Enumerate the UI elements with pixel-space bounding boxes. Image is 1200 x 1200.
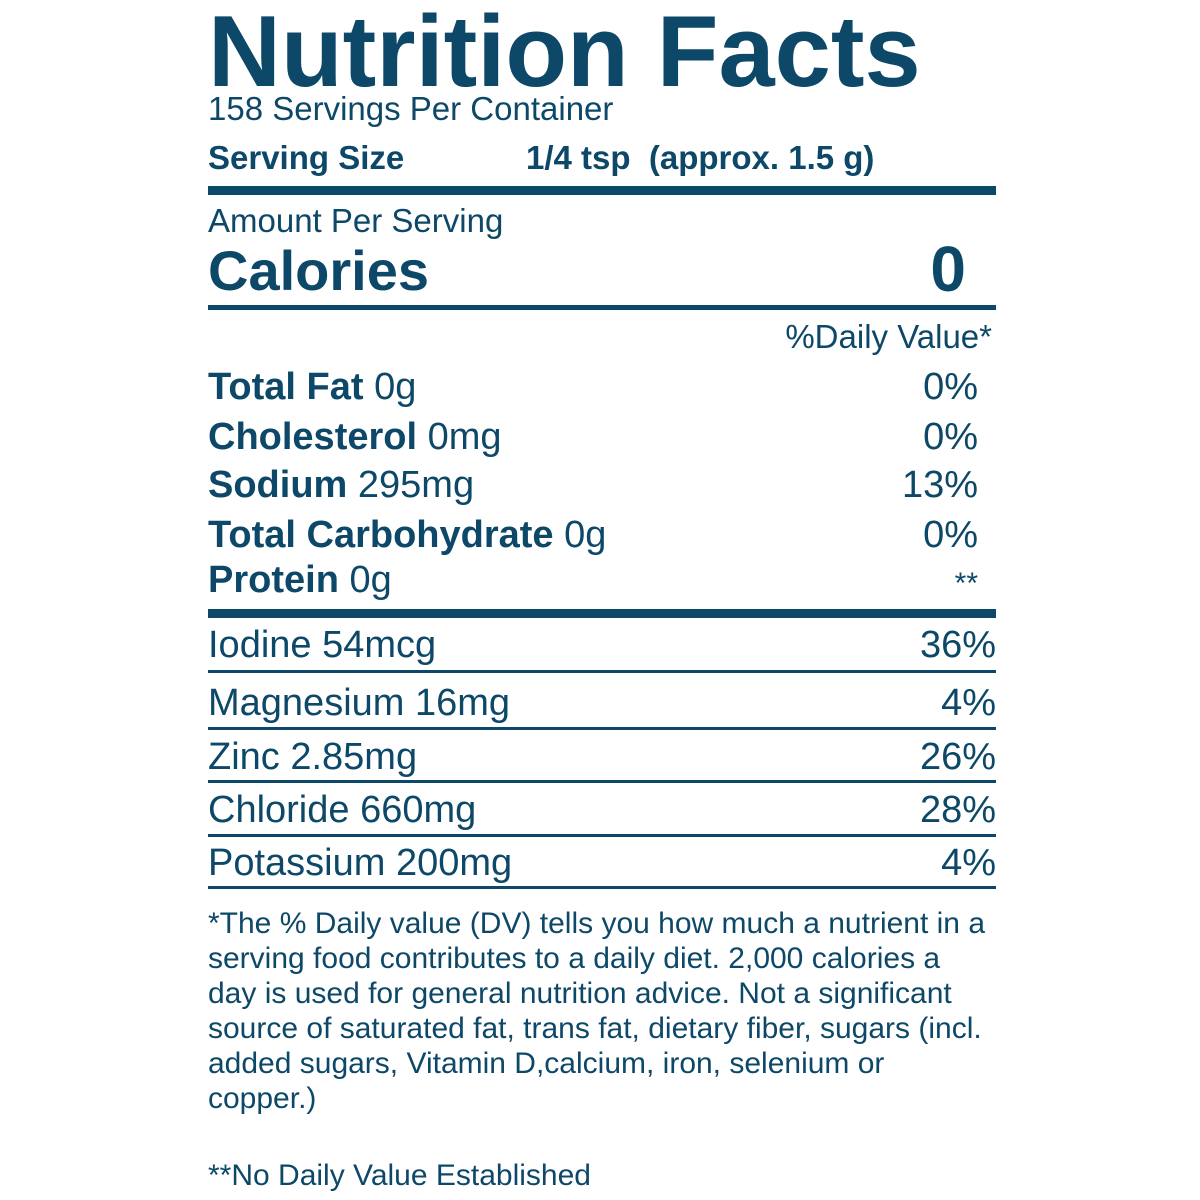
nutrient-name: Cholesterol [208,416,418,458]
mineral-row: Zinc 2.85mg 26% [208,738,996,788]
thin-divider [208,670,996,673]
mineral-row: Potassium 200mg 4% [208,844,996,894]
mineral-daily-value: 36% [919,624,996,666]
calories-label: Calories [208,239,429,302]
medium-divider [208,305,996,310]
nutrient-row: Total Carbohydrate 0g 0% [208,516,996,560]
serving-size-label: Serving Size [208,139,405,176]
nutrient-daily-value: 13% [901,464,978,506]
nutrient-name: Total Fat [208,366,364,408]
nutrient-daily-value: 0% [923,514,978,556]
mineral-label: Magnesium 16mg [208,682,511,724]
nutrient-name: Protein [208,559,339,601]
mineral-row: Iodine 54mcg 36% [208,626,996,676]
nutrient-amount: 0g [349,559,392,601]
nutrient-daily-value: 0% [923,416,978,458]
mineral-daily-value: 26% [919,736,996,778]
serving-size: Serving Size 1/4 tsp (approx. 1.5 g) [208,139,874,176]
label-title: Nutrition Facts [208,0,921,108]
nutrient-row: Sodium 295mg 13% [208,466,996,510]
thin-divider [208,834,996,837]
mineral-daily-value: 28% [919,789,996,831]
nutrition-facts-panel: Nutrition Facts 158 Servings Per Contain… [208,0,996,1200]
thin-divider [208,727,996,730]
mineral-label: Chloride 660mg [208,789,477,831]
nutrient-amount: 0mg [427,416,502,458]
nutrient-row: Total Fat 0g 0% [208,368,996,412]
nutrient-daily-value: ** [954,567,978,600]
mineral-label: Iodine 54mcg [208,624,437,666]
nutrient-row: Protein 0g ** [208,561,996,605]
thin-divider [208,780,996,783]
mineral-daily-value: 4% [941,682,996,724]
amount-per-serving: Amount Per Serving [208,202,504,239]
mineral-daily-value: 4% [941,842,996,884]
nutrient-amount: 295mg [357,464,475,506]
nutrient-row: Cholesterol 0mg 0% [208,418,996,462]
mineral-label: Potassium 200mg [208,842,513,884]
daily-value-header: %Daily Value* [785,318,992,355]
thin-divider [208,886,996,889]
mineral-row: Magnesium 16mg 4% [208,684,996,734]
mineral-label: Zinc 2.85mg [208,736,418,778]
nutrient-name: Total Carbohydrate [208,514,554,556]
nutrient-name: Sodium [208,464,348,506]
daily-value-footnote: *The % Daily value (DV) tells you how mu… [208,907,986,1115]
nutrient-amount: 0g [374,366,417,408]
serving-size-value: 1/4 tsp (approx. 1.5 g) [526,139,875,176]
thick-divider [208,186,996,195]
mineral-row: Chloride 660mg 28% [208,791,996,841]
calories-value: 0 [930,233,966,305]
nutrient-daily-value: 0% [923,366,978,408]
nutrient-amount: 0g [564,514,607,556]
no-daily-value-footnote: **No Daily Value Established [208,1159,591,1192]
thick-divider [208,609,996,618]
servings-per-container: 158 Servings Per Container [208,90,614,127]
